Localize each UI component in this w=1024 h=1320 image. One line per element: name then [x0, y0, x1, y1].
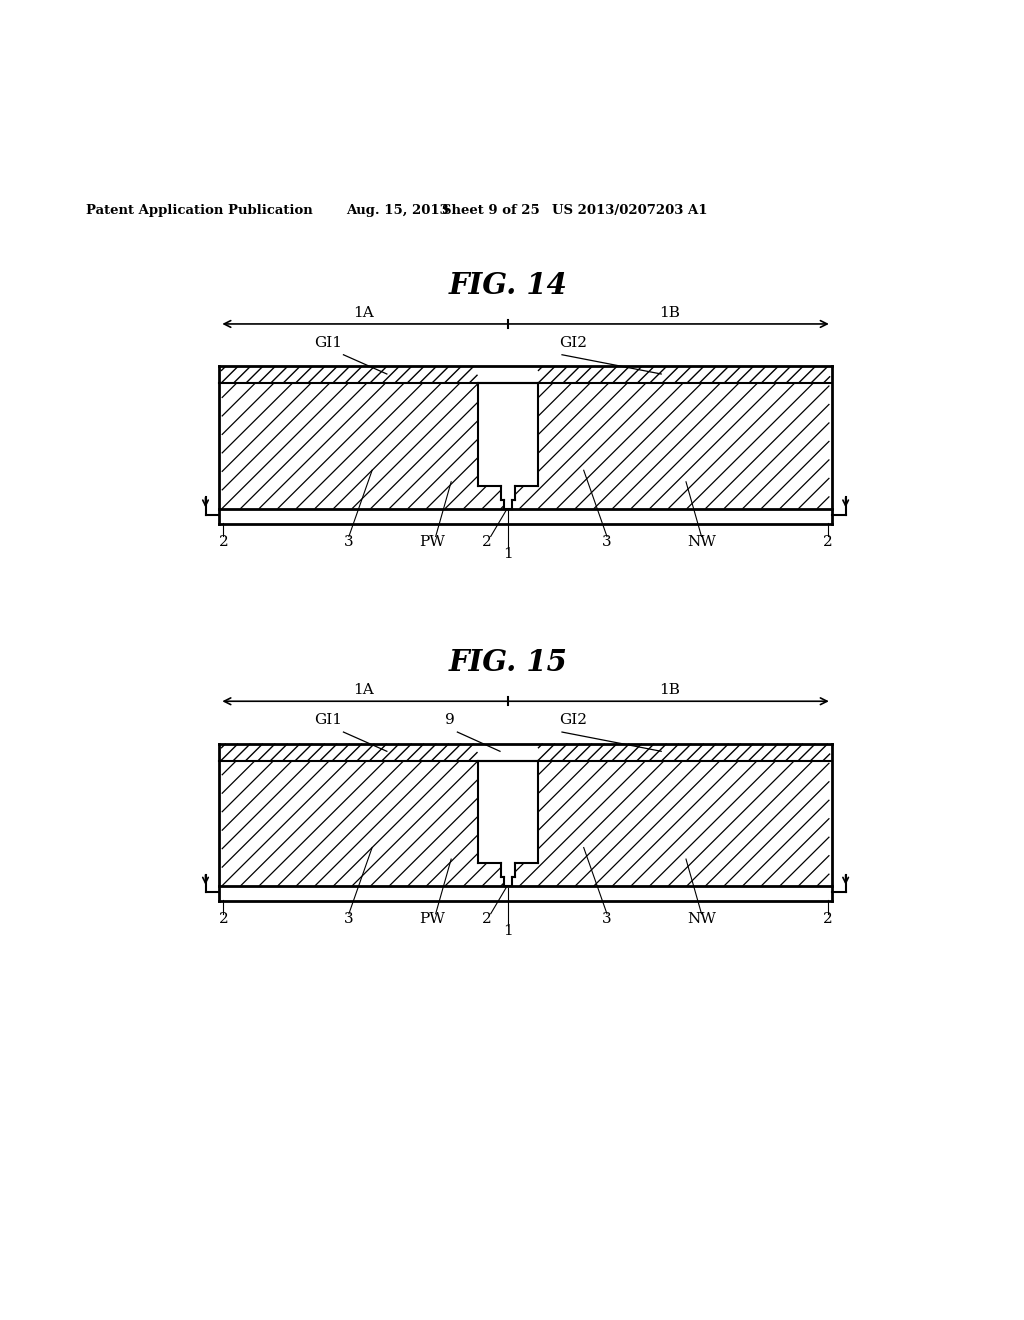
Bar — [219, 366, 831, 383]
Text: 2: 2 — [823, 912, 833, 927]
Text: 3: 3 — [602, 535, 611, 549]
Text: 2: 2 — [218, 535, 228, 549]
Text: Patent Application Publication: Patent Application Publication — [86, 205, 312, 218]
Text: 1: 1 — [503, 924, 513, 939]
Text: GI2: GI2 — [560, 337, 588, 350]
Text: 1A: 1A — [353, 684, 374, 697]
Text: Sheet 9 of 25: Sheet 9 of 25 — [441, 205, 540, 218]
Text: 2: 2 — [823, 535, 833, 549]
Text: PW: PW — [419, 535, 444, 549]
Polygon shape — [477, 383, 538, 508]
Text: GI2: GI2 — [560, 714, 588, 727]
Text: 3: 3 — [344, 535, 353, 549]
Text: 1B: 1B — [659, 684, 680, 697]
Text: FIG. 14: FIG. 14 — [449, 271, 567, 300]
Text: PW: PW — [419, 912, 444, 927]
Text: US 2013/0207203 A1: US 2013/0207203 A1 — [553, 205, 708, 218]
Text: 9: 9 — [444, 714, 455, 727]
Text: 2: 2 — [482, 535, 492, 549]
Text: 1: 1 — [503, 546, 513, 561]
Text: 3: 3 — [602, 912, 611, 927]
Text: 2: 2 — [218, 912, 228, 927]
Text: Aug. 15, 2013: Aug. 15, 2013 — [346, 205, 450, 218]
Text: 3: 3 — [344, 912, 353, 927]
Text: GI1: GI1 — [314, 714, 342, 727]
Text: 1B: 1B — [659, 306, 680, 321]
Text: FIG. 15: FIG. 15 — [449, 648, 567, 677]
Text: GI1: GI1 — [314, 337, 342, 350]
Text: 1A: 1A — [353, 306, 374, 321]
Text: NW: NW — [687, 912, 716, 927]
Text: 2: 2 — [482, 912, 492, 927]
Bar — [219, 743, 831, 760]
Text: NW: NW — [687, 535, 716, 549]
Polygon shape — [477, 760, 538, 886]
